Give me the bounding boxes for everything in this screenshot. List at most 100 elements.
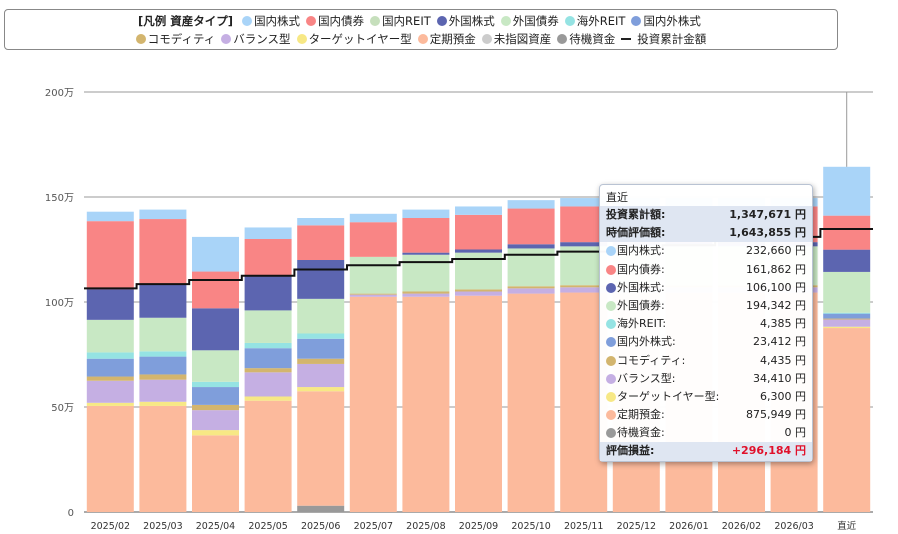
legend-item[interactable]: 外国株式 [436, 12, 495, 30]
bar-segment[interactable] [823, 318, 871, 320]
bar-segment[interactable] [192, 387, 239, 405]
bar-segment[interactable] [297, 260, 345, 299]
bar-segment[interactable] [192, 430, 239, 436]
bar-segment[interactable] [139, 317, 187, 352]
bar-segment[interactable] [139, 374, 187, 380]
bar-segment[interactable] [192, 350, 239, 382]
bar-segment[interactable] [297, 505, 345, 512]
bar-segment[interactable] [349, 294, 397, 297]
bar-segment[interactable] [823, 313, 871, 319]
bar-segment[interactable] [560, 198, 608, 207]
bar-segment[interactable] [86, 319, 134, 353]
bar-segment[interactable] [192, 381, 239, 388]
bar-segment[interactable] [86, 352, 134, 359]
bar-segment[interactable] [244, 310, 292, 343]
bar-segment[interactable] [244, 227, 292, 239]
bar-segment[interactable] [139, 356, 187, 375]
bar-segment[interactable] [139, 405, 187, 512]
bar-segment[interactable] [297, 391, 345, 506]
bar-segment[interactable] [349, 222, 397, 257]
bar-segment[interactable] [455, 249, 502, 253]
bar-segment[interactable] [192, 410, 239, 431]
bar-segment[interactable] [139, 209, 187, 220]
legend-item[interactable]: ターゲットイヤー型 [296, 30, 412, 48]
bar-segment[interactable] [560, 242, 608, 247]
bar-segment[interactable] [455, 289, 502, 292]
bar-segment[interactable] [455, 214, 502, 250]
bar-segment[interactable] [192, 435, 239, 512]
bar-segment[interactable] [86, 376, 134, 381]
legend-item[interactable]: 未指図資産 [481, 30, 551, 48]
bar-segment[interactable] [349, 296, 397, 512]
bar-segment[interactable] [560, 285, 608, 288]
bar-segment[interactable] [86, 380, 134, 403]
legend-item[interactable]: 待機資金 [557, 30, 615, 48]
bar-segment[interactable] [823, 312, 871, 314]
legend-item[interactable]: 外国債券 [500, 12, 559, 30]
bar-segment[interactable] [507, 286, 555, 289]
bar-segment[interactable] [86, 211, 134, 222]
bar-segment[interactable] [823, 249, 871, 272]
bar-segment[interactable] [297, 225, 345, 260]
bar-segment[interactable] [297, 387, 345, 392]
bar-segment[interactable] [244, 239, 292, 276]
bar-segment[interactable] [349, 293, 397, 295]
legend-item[interactable]: 国内外株式 [631, 12, 701, 30]
bar-segment[interactable] [507, 208, 555, 245]
bar-segment[interactable] [349, 256, 397, 294]
bar-segment[interactable] [139, 284, 187, 318]
bar-segment[interactable] [244, 275, 292, 311]
bar-segment[interactable] [402, 209, 450, 218]
bar-segment[interactable] [86, 289, 134, 320]
bar-segment[interactable] [244, 348, 292, 369]
legend-item-line[interactable]: 投資累計金額 [621, 30, 706, 48]
bar-segment[interactable] [297, 358, 345, 364]
bar-segment[interactable] [139, 219, 187, 285]
bar-segment[interactable] [402, 296, 450, 512]
bar-segment[interactable] [139, 401, 187, 406]
legend-item[interactable]: 国内REIT [370, 12, 431, 30]
bar-segment[interactable] [507, 288, 555, 294]
bar-segment[interactable] [244, 400, 292, 512]
bar-segment[interactable] [402, 291, 450, 294]
bar-segment[interactable] [244, 342, 292, 349]
bar-segment[interactable] [560, 287, 608, 293]
legend-item[interactable]: 定期預金 [417, 30, 476, 48]
bar-segment[interactable] [192, 236, 239, 272]
legend-item[interactable]: 国内債券 [306, 12, 364, 30]
bar-segment[interactable] [402, 218, 450, 253]
bar-segment[interactable] [823, 326, 871, 329]
bar-segment[interactable] [192, 271, 239, 309]
bar-segment[interactable] [297, 298, 345, 334]
bar-segment[interactable] [86, 405, 134, 512]
bar-segment[interactable] [823, 328, 871, 512]
legend-item[interactable]: バランス型 [221, 30, 291, 48]
legend-item[interactable]: 海外REIT [564, 12, 625, 30]
bar-segment[interactable] [86, 402, 134, 406]
bar-segment[interactable] [455, 295, 502, 512]
bar-segment[interactable] [349, 213, 397, 223]
bar-segment[interactable] [455, 206, 502, 215]
bar-segment[interactable] [86, 221, 134, 290]
bar-segment[interactable] [823, 271, 871, 313]
bar-segment[interactable] [244, 396, 292, 401]
bar-segment[interactable] [297, 218, 345, 226]
bar-segment[interactable] [402, 254, 450, 292]
bar-segment[interactable] [402, 293, 450, 297]
bar-segment[interactable] [507, 200, 555, 209]
bar-segment[interactable] [244, 372, 292, 397]
bar-segment[interactable] [192, 404, 239, 411]
bar-segment[interactable] [139, 379, 187, 402]
bar-segment[interactable] [455, 291, 502, 296]
bar-segment[interactable] [507, 244, 555, 249]
bar-segment[interactable] [823, 215, 871, 250]
legend-item[interactable]: 国内株式 [242, 12, 300, 30]
bar-segment[interactable] [192, 308, 239, 351]
bar-segment[interactable] [402, 252, 450, 255]
bar-segment[interactable] [297, 338, 345, 359]
bar-segment[interactable] [297, 363, 345, 388]
bar-segment[interactable] [139, 351, 187, 357]
bar-segment[interactable] [507, 293, 555, 512]
bar-segment[interactable] [823, 166, 871, 216]
bar-segment[interactable] [86, 358, 134, 377]
